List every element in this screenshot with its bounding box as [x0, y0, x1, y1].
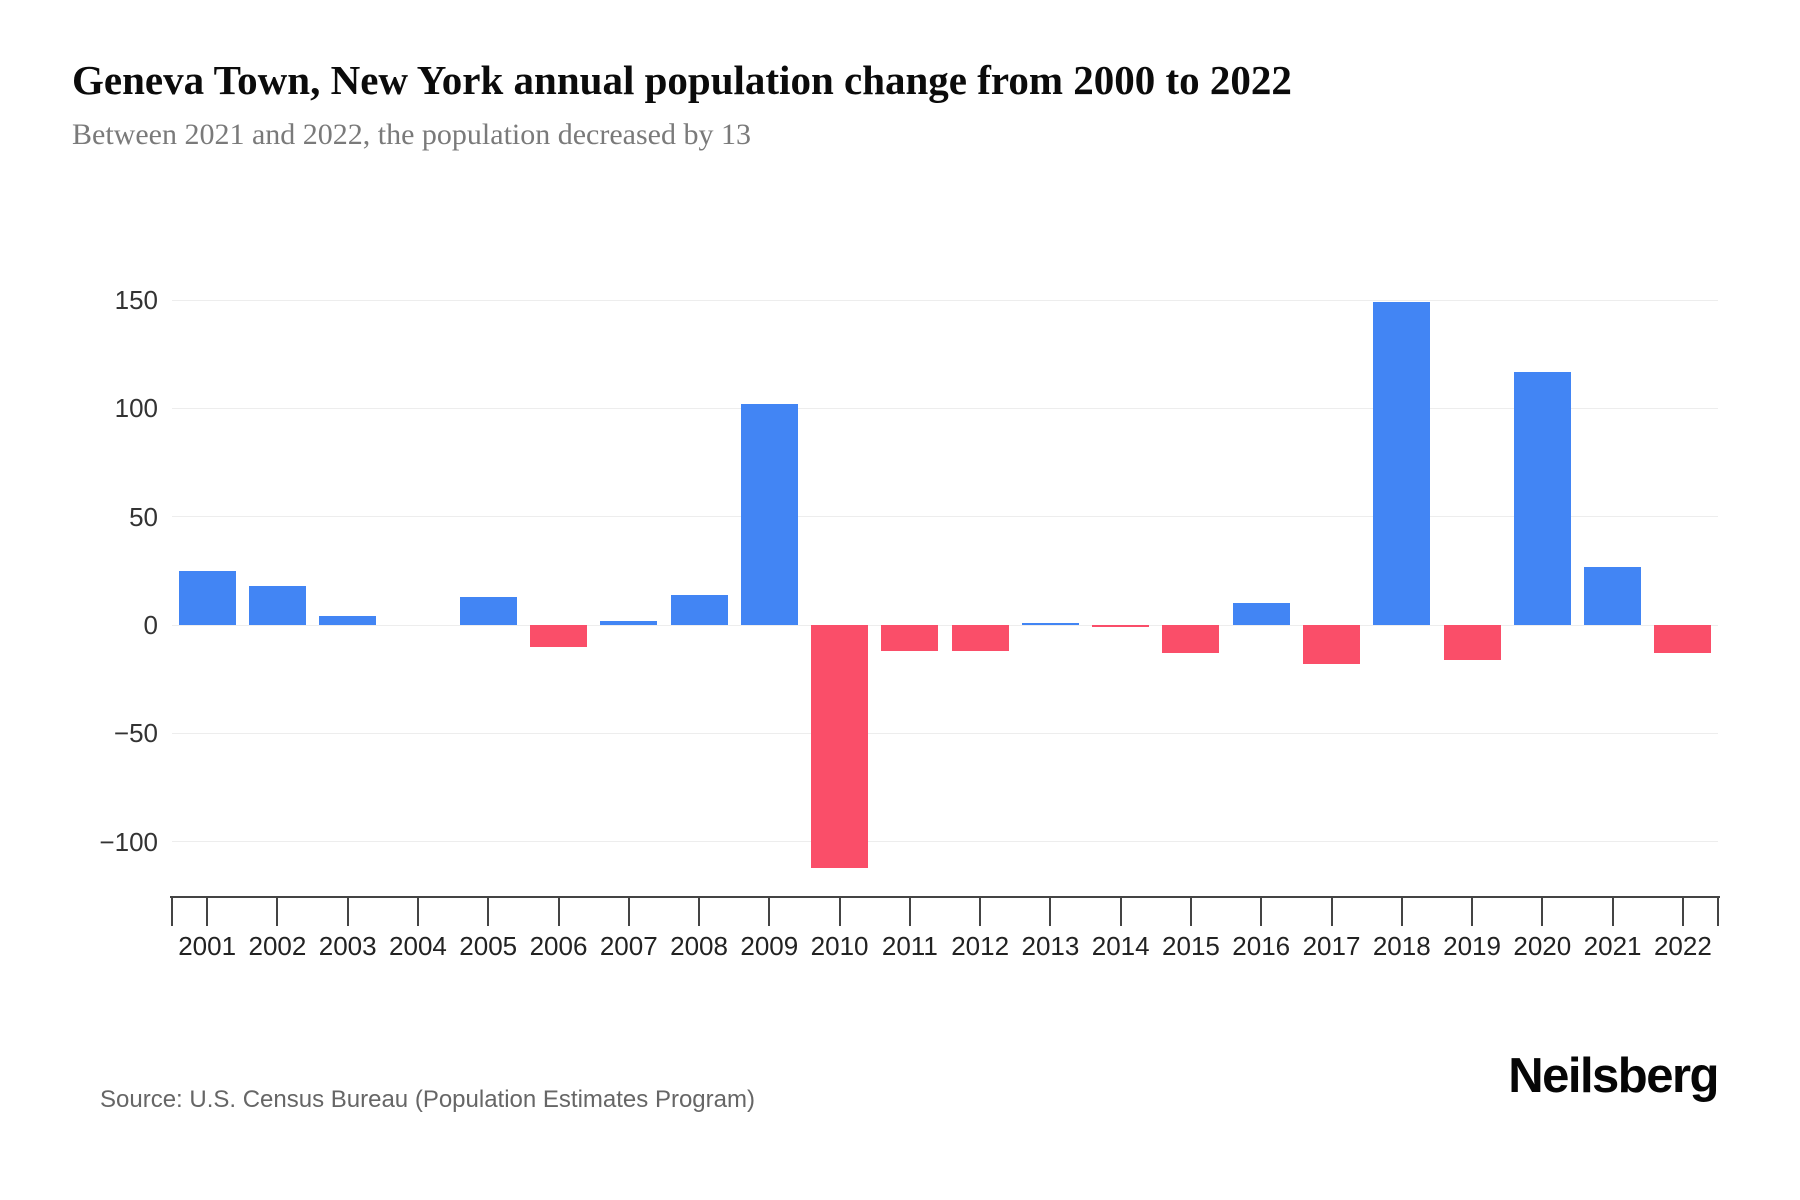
- x-tick-2002: [276, 896, 279, 926]
- x-tick-2015: [1189, 896, 1192, 926]
- x-axis-label-2020: 2020: [1513, 931, 1572, 961]
- bar-2006[interactable]: [530, 625, 587, 647]
- x-tick-2012: [979, 896, 982, 926]
- x-axis-label-2012: 2012: [951, 931, 1010, 961]
- x-axis-label-2017: 2017: [1302, 931, 1361, 961]
- y-axis-label--100: −100: [99, 826, 158, 857]
- x-axis-label-2004: 2004: [389, 931, 447, 961]
- x-tick-2004: [416, 896, 419, 926]
- bar-2007[interactable]: [600, 620, 658, 625]
- x-tick-2014: [1119, 896, 1122, 926]
- x-axis-edge-tick-right: [1717, 896, 1719, 926]
- x-axis-label-2008: 2008: [670, 931, 728, 961]
- x-axis-label-2010: 2010: [810, 931, 869, 961]
- x-tick-2019: [1471, 896, 1474, 926]
- bar-2009[interactable]: [740, 404, 798, 625]
- x-tick-2020: [1541, 896, 1544, 926]
- x-axis-label-2009: 2009: [740, 931, 799, 961]
- x-tick-2003: [346, 896, 349, 926]
- bar-2016[interactable]: [1232, 603, 1290, 625]
- x-axis-label-2006: 2006: [529, 931, 588, 961]
- x-axis-label-2013: 2013: [1021, 931, 1080, 961]
- x-tick-2011: [908, 896, 911, 926]
- x-axis-label-2014: 2014: [1091, 931, 1150, 961]
- bar-2011[interactable]: [881, 625, 939, 651]
- x-axis-edge-tick-left: [171, 896, 173, 926]
- y-axis-label--50: −50: [113, 718, 158, 749]
- bar-2019[interactable]: [1443, 625, 1501, 660]
- x-axis-label-2005: 2005: [459, 931, 518, 961]
- y-axis-label-150: 150: [114, 285, 158, 316]
- x-tick-2018: [1400, 896, 1403, 926]
- x-axis-label-2018: 2018: [1372, 931, 1431, 961]
- x-axis-label-2003: 2003: [318, 931, 377, 961]
- bar-2002[interactable]: [248, 586, 306, 625]
- x-tick-2005: [487, 896, 490, 926]
- bar-2018[interactable]: [1373, 302, 1431, 625]
- bar-2001[interactable]: [178, 570, 236, 625]
- neilsberg-logo: Neilsberg: [1508, 1049, 1719, 1103]
- x-tick-2010: [838, 896, 841, 926]
- x-axis-label-2011: 2011: [881, 931, 938, 961]
- gridline-0: [172, 624, 1718, 626]
- bar-2022[interactable]: [1654, 625, 1712, 654]
- bar-2021[interactable]: [1584, 566, 1642, 625]
- x-tick-2007: [627, 896, 630, 926]
- gridline-150: [172, 299, 1718, 301]
- x-axis-label-2015: 2015: [1162, 931, 1220, 961]
- x-tick-2022: [1681, 896, 1684, 926]
- x-tick-2001: [206, 896, 209, 926]
- bar-2015[interactable]: [1162, 625, 1220, 654]
- x-axis-line: [170, 896, 1720, 898]
- bar-2017[interactable]: [1303, 625, 1360, 664]
- x-axis-label-2021: 2021: [1583, 931, 1642, 961]
- gridline--50: [172, 732, 1718, 734]
- bar-2010[interactable]: [811, 625, 869, 868]
- x-tick-2017: [1330, 896, 1333, 926]
- x-axis-label-2007: 2007: [599, 931, 658, 961]
- x-tick-2016: [1260, 896, 1263, 926]
- x-axis-label-2016: 2016: [1232, 931, 1291, 961]
- x-tick-2009: [768, 896, 771, 926]
- bar-2014[interactable]: [1092, 625, 1150, 628]
- chart-subtitle: Between 2021 and 2022, the population de…: [72, 118, 751, 151]
- x-axis-label-2022: 2022: [1653, 931, 1712, 961]
- y-axis-label-100: 100: [114, 393, 158, 424]
- bar-2003[interactable]: [319, 616, 377, 625]
- chart-title: Geneva Town, New York annual population …: [72, 57, 1292, 103]
- x-axis-label-2019: 2019: [1443, 931, 1501, 961]
- x-tick-2008: [698, 896, 701, 926]
- source-note: Source: U.S. Census Bureau (Population E…: [100, 1086, 755, 1113]
- x-axis-label-2001: 2001: [178, 931, 237, 961]
- x-axis-label-2002: 2002: [248, 931, 307, 961]
- bar-2013[interactable]: [1021, 622, 1079, 625]
- y-axis-label-0: 0: [143, 610, 158, 640]
- bar-2020[interactable]: [1513, 371, 1571, 625]
- x-tick-2006: [557, 896, 560, 926]
- gridline--100: [172, 841, 1718, 843]
- x-tick-2013: [1049, 896, 1052, 926]
- y-axis-label-50: 50: [129, 501, 158, 532]
- bar-2008[interactable]: [670, 594, 728, 625]
- bar-2005[interactable]: [459, 596, 517, 625]
- bar-2012[interactable]: [951, 625, 1009, 651]
- gridline-50: [172, 516, 1718, 518]
- gridline-100: [172, 407, 1718, 409]
- x-tick-2021: [1611, 896, 1614, 926]
